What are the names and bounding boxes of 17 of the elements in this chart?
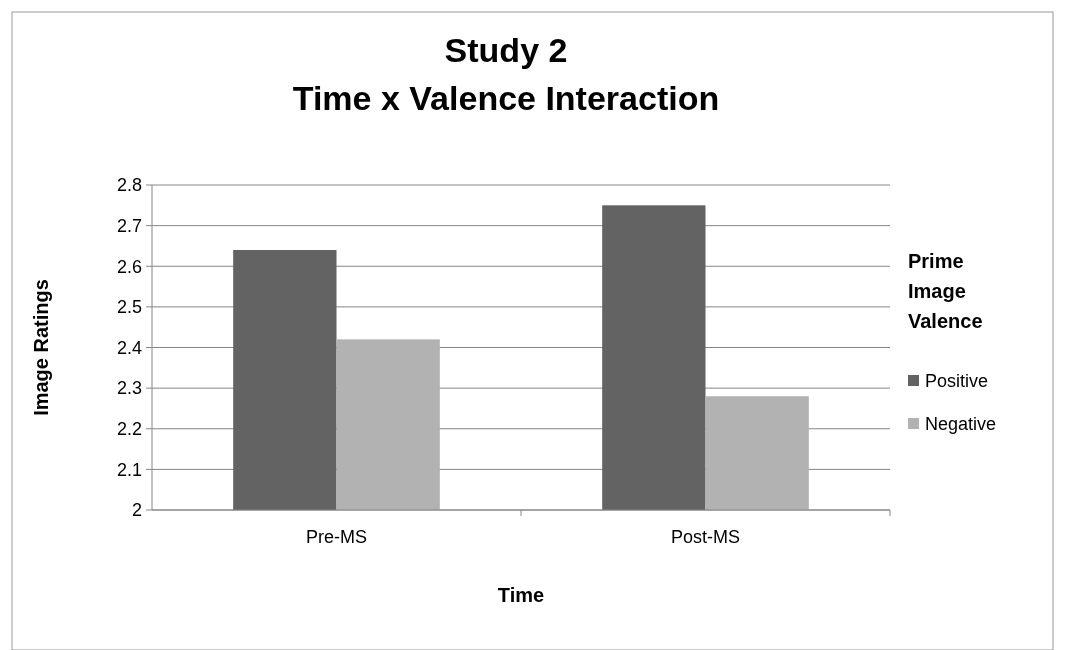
x-tick-label: Post-MS — [670, 527, 741, 547]
y-tick-label: 2.7 — [116, 215, 142, 236]
y-tick-label: 2.1 — [116, 459, 142, 480]
y-tick-label: 2.2 — [116, 419, 142, 440]
x-axis-title: Time — [497, 584, 545, 606]
legend-label: Positive — [925, 371, 989, 392]
x-tick-label: Pre-MS — [305, 527, 368, 547]
legend-title: Prime Image Valence — [908, 250, 983, 332]
y-axis-title: Image Ratings — [30, 279, 52, 416]
y-tick-label: 2.4 — [116, 337, 142, 358]
legend-label: Negative — [925, 414, 997, 435]
y-tick-label: 2.5 — [116, 297, 142, 318]
y-tick-label: 2 — [131, 500, 142, 521]
chart-title: Study 2 Time x Valence Interaction — [292, 31, 720, 117]
y-tick-label: 2.6 — [116, 256, 142, 277]
y-tick-label: 2.3 — [116, 378, 142, 399]
y-tick-label: 2.8 — [116, 175, 142, 196]
